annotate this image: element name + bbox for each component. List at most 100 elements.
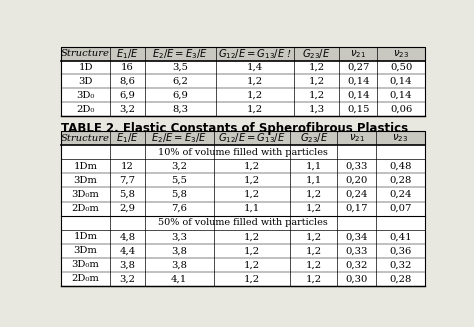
Text: 0,36: 0,36 [389, 246, 411, 255]
Bar [61, 131, 425, 286]
Text: TABLE 2. Elastic Constants of Spherofibrous Plastics: TABLE 2. Elastic Constants of Spherofibr… [61, 122, 408, 135]
Text: 3,3: 3,3 [171, 232, 187, 241]
Text: 1,2: 1,2 [244, 176, 260, 185]
Bar [61, 47, 425, 60]
Text: 1,2: 1,2 [306, 232, 322, 241]
Text: 0,30: 0,30 [346, 274, 368, 284]
Text: Structure: Structure [61, 49, 110, 58]
Bar [61, 47, 425, 116]
Text: 0,48: 0,48 [389, 162, 411, 171]
Text: 1Dm: 1Dm [73, 162, 98, 171]
Text: 0,33: 0,33 [346, 246, 368, 255]
Text: 3D: 3D [79, 77, 93, 86]
Text: 8,6: 8,6 [119, 77, 136, 86]
Text: 3D₀m: 3D₀m [72, 260, 100, 269]
Text: $\nu_{23}$: $\nu_{23}$ [393, 48, 409, 60]
Text: 1,2: 1,2 [244, 190, 260, 199]
Text: 5,5: 5,5 [171, 176, 187, 185]
Text: 3,5: 3,5 [172, 63, 188, 72]
Text: Structure: Structure [61, 134, 110, 143]
Text: 1,2: 1,2 [246, 105, 263, 113]
Text: 0,34: 0,34 [346, 232, 368, 241]
Text: 1,2: 1,2 [244, 274, 260, 284]
Text: 0,24: 0,24 [346, 190, 368, 199]
Text: 3,2: 3,2 [171, 162, 187, 171]
Text: 0,41: 0,41 [389, 232, 411, 241]
Text: $E_2/E = E_3/E$: $E_2/E = E_3/E$ [152, 47, 208, 60]
Text: 4,8: 4,8 [119, 232, 136, 241]
Text: 3Dm: 3Dm [73, 176, 98, 185]
Text: 3,2: 3,2 [119, 105, 136, 113]
Text: 1,2: 1,2 [306, 274, 322, 284]
Text: 1,3: 1,3 [309, 105, 325, 113]
Text: 0,32: 0,32 [389, 260, 411, 269]
Text: 0,17: 0,17 [346, 204, 368, 213]
Bar [61, 47, 425, 116]
Text: 7,6: 7,6 [171, 204, 187, 213]
Text: 0,20: 0,20 [346, 176, 368, 185]
Text: $E_1/E$: $E_1/E$ [116, 131, 139, 145]
Text: 0,14: 0,14 [347, 91, 370, 100]
Text: 1,1: 1,1 [306, 162, 322, 171]
Text: 3,8: 3,8 [171, 260, 187, 269]
Text: 12: 12 [121, 162, 134, 171]
Text: 0,15: 0,15 [347, 105, 370, 113]
Text: 3,2: 3,2 [119, 274, 136, 284]
Text: 2D₀m: 2D₀m [72, 204, 100, 213]
Text: 0,33: 0,33 [346, 162, 368, 171]
Text: $G_{12}/E = G_{13}/E$: $G_{12}/E = G_{13}/E$ [218, 131, 286, 145]
Text: 3,8: 3,8 [119, 260, 136, 269]
Text: 2D₀: 2D₀ [76, 105, 95, 113]
Text: 1D: 1D [78, 63, 93, 72]
Text: 2D₀m: 2D₀m [72, 274, 100, 284]
Text: $\nu_{21}$: $\nu_{21}$ [349, 132, 365, 144]
Text: 0,14: 0,14 [347, 77, 370, 86]
Text: 1,2: 1,2 [244, 162, 260, 171]
Text: 2,9: 2,9 [119, 204, 136, 213]
Text: 1,2: 1,2 [306, 190, 322, 199]
Text: 10% of volume filled with particles: 10% of volume filled with particles [158, 148, 328, 157]
Text: 3D₀: 3D₀ [76, 91, 95, 100]
Text: $E_1/E$: $E_1/E$ [116, 47, 139, 60]
Text: 1,2: 1,2 [306, 246, 322, 255]
Text: 3,8: 3,8 [171, 246, 187, 255]
Text: 5,8: 5,8 [171, 190, 187, 199]
Text: 0,14: 0,14 [390, 77, 412, 86]
Text: 1,4: 1,4 [246, 63, 263, 72]
Text: 1,2: 1,2 [246, 91, 263, 100]
Text: 0,06: 0,06 [390, 105, 412, 113]
Text: 7,7: 7,7 [119, 176, 136, 185]
Text: 1,2: 1,2 [246, 77, 263, 86]
Text: 50% of volume filled with particles: 50% of volume filled with particles [158, 218, 328, 227]
Text: 0,07: 0,07 [389, 204, 411, 213]
Text: 1,1: 1,1 [306, 176, 322, 185]
Text: $G_{23}/E$: $G_{23}/E$ [300, 131, 328, 145]
Text: 0,14: 0,14 [390, 91, 412, 100]
Text: $\nu_{23}$: $\nu_{23}$ [392, 132, 408, 144]
Text: 0,27: 0,27 [347, 63, 370, 72]
Text: 0,24: 0,24 [389, 190, 411, 199]
Text: 1,2: 1,2 [306, 260, 322, 269]
Text: 6,2: 6,2 [172, 77, 188, 86]
Text: 16: 16 [121, 63, 134, 72]
Text: 5,8: 5,8 [119, 190, 136, 199]
Text: 1,2: 1,2 [306, 204, 322, 213]
Text: 3Dm: 3Dm [73, 246, 98, 255]
Text: 6,9: 6,9 [172, 91, 188, 100]
Text: 1,2: 1,2 [244, 246, 260, 255]
Text: $\nu_{21}$: $\nu_{21}$ [350, 48, 366, 60]
Text: 8,3: 8,3 [172, 105, 188, 113]
Text: 0,50: 0,50 [390, 63, 412, 72]
Text: $G_{23}/E$: $G_{23}/E$ [302, 47, 331, 60]
Text: 1,2: 1,2 [309, 63, 325, 72]
Text: 1Dm: 1Dm [73, 232, 98, 241]
Text: 4,4: 4,4 [119, 246, 136, 255]
Text: 1,1: 1,1 [244, 204, 260, 213]
Text: 4,1: 4,1 [171, 274, 187, 284]
Text: 1,2: 1,2 [309, 91, 325, 100]
Text: 0,28: 0,28 [389, 176, 411, 185]
Text: 6,9: 6,9 [119, 91, 136, 100]
Text: 1,2: 1,2 [244, 232, 260, 241]
Text: $G_{12}/E = G_{13}/E$ !: $G_{12}/E = G_{13}/E$ ! [218, 47, 292, 60]
Bar [61, 131, 425, 145]
